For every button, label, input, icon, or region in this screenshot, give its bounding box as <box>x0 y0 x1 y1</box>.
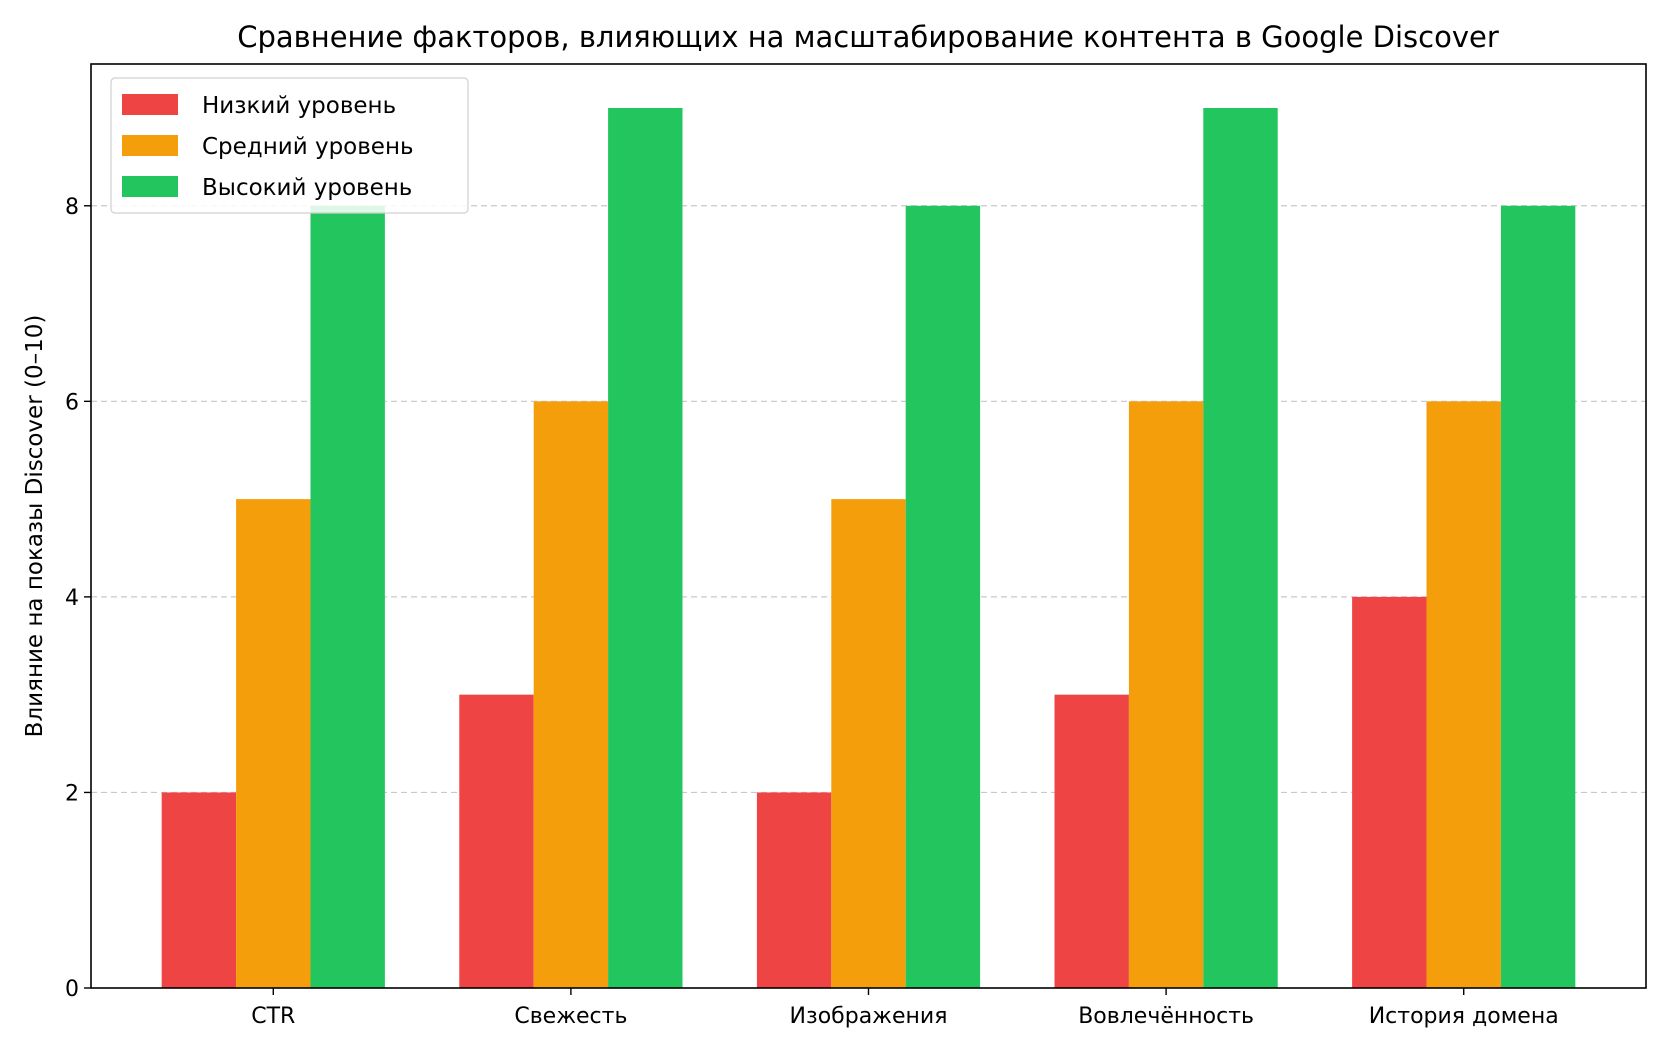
y-tick-label: 6 <box>65 390 79 415</box>
legend-swatch <box>122 176 178 197</box>
bar <box>1500 205 1576 988</box>
bar <box>1203 108 1278 988</box>
bar <box>1128 401 1204 988</box>
bar <box>1426 401 1501 988</box>
x-tick-label: Изображения <box>790 1004 948 1029</box>
legend-label: Высокий уровень <box>202 175 412 201</box>
bar <box>310 205 385 988</box>
bar <box>1352 596 1427 988</box>
y-axis-label: Влияние на показы Discover (0–10) <box>22 315 48 738</box>
x-tick-label: CTR <box>251 1004 295 1029</box>
x-tick-label: Свежесть <box>514 1004 627 1029</box>
bar <box>831 499 906 988</box>
chart-title: Сравнение факторов, влияющих на масштаби… <box>237 20 1499 54</box>
legend-swatch <box>122 135 178 156</box>
bar <box>1054 694 1129 988</box>
legend-swatch <box>122 94 178 115</box>
bar <box>756 792 832 988</box>
bar <box>905 205 981 988</box>
x-tick-label: История домена <box>1369 1004 1559 1029</box>
legend-label: Низкий уровень <box>202 93 396 119</box>
bar <box>533 401 609 988</box>
y-tick-label: 0 <box>65 977 79 1002</box>
bar <box>459 694 534 988</box>
legend-box <box>110 77 469 214</box>
y-tick-label: 2 <box>65 781 79 806</box>
bar <box>608 108 683 988</box>
bar <box>161 792 237 988</box>
legend-label: Средний уровень <box>202 134 414 160</box>
legend: Низкий уровень Средний уровень Высокий уро… <box>110 77 469 214</box>
y-tick-label: 8 <box>65 195 79 220</box>
y-tick-label: 4 <box>65 586 79 611</box>
bar <box>236 499 311 988</box>
x-tick-label: Вовлечённость <box>1078 1004 1254 1029</box>
